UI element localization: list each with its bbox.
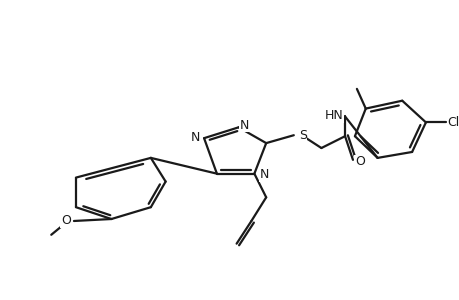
Text: N: N: [239, 119, 248, 132]
Text: Cl: Cl: [447, 116, 459, 129]
Text: O: O: [354, 155, 364, 168]
Text: O: O: [61, 214, 71, 227]
Text: HN: HN: [324, 109, 342, 122]
Text: N: N: [259, 168, 268, 181]
Text: S: S: [298, 129, 306, 142]
Text: N: N: [190, 131, 200, 144]
